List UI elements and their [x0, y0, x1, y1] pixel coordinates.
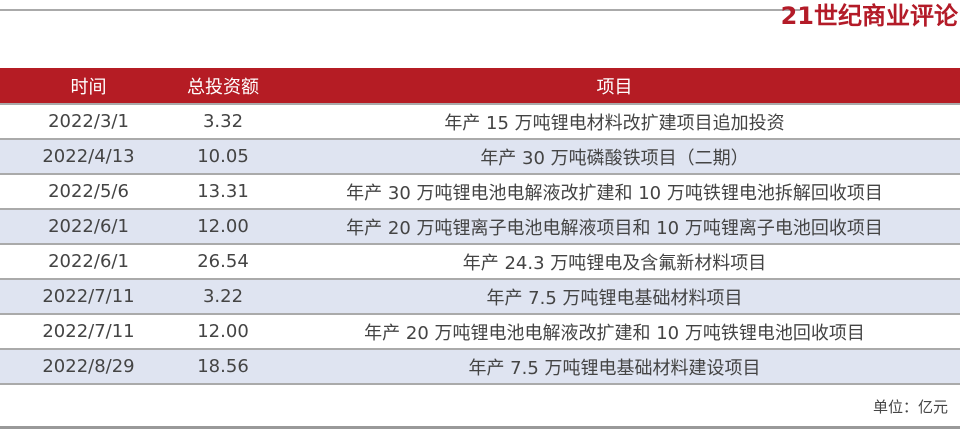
cell-time: 2022/6/1	[0, 243, 177, 279]
top-divider	[0, 9, 800, 11]
cell-project: 年产 7.5 万吨锂电基础材料建设项目	[269, 348, 960, 385]
cell-amount: 3.22	[177, 278, 269, 314]
table-row: 2022/4/13 10.05 年产 30 万吨磷酸铁项目（二期）	[0, 138, 960, 174]
cell-time: 2022/7/11	[0, 278, 177, 314]
cell-time: 2022/6/1	[0, 208, 177, 244]
header-time: 时间	[0, 68, 177, 104]
unit-note: 单位：亿元	[872, 398, 948, 416]
table-row: 2022/5/6 13.31 年产 30 万吨锂电池电解液改扩建和 10 万吨铁锂电…	[0, 173, 960, 209]
logo: 21世纪商业评论	[780, 2, 958, 30]
header-project: 项目	[269, 68, 960, 104]
cell-project: 年产 20 万吨锂离子电池电解液项目和 10 万吨锂离子电池回收项目	[269, 208, 960, 244]
cell-project: 年产 15 万吨锂电材料改扩建项目追加投资	[269, 103, 960, 139]
header-amount: 总投资额	[177, 68, 269, 104]
cell-project: 年产 20 万吨锂电池电解液改扩建和 10 万吨铁锂电池回收项目	[269, 313, 960, 349]
cell-amount: 3.32	[177, 103, 269, 139]
investment-table: 时间 总投资额 项目 2022/3/1 3.32 年产 15 万吨锂电材料改扩建项目…	[0, 68, 960, 385]
table-row: 2022/7/11 12.00 年产 20 万吨锂电池电解液改扩建和 10 万吨铁锂…	[0, 313, 960, 349]
table-row: 2022/3/1 3.32 年产 15 万吨锂电材料改扩建项目追加投资	[0, 103, 960, 139]
table-row: 2022/8/29 18.56 年产 7.5 万吨锂电基础材料建设项目	[0, 348, 960, 385]
cell-project: 年产 7.5 万吨锂电基础材料项目	[269, 278, 960, 314]
cell-project: 年产 30 万吨锂电池电解液改扩建和 10 万吨铁锂电池拆解回收项目	[269, 173, 960, 209]
cell-amount: 26.54	[177, 243, 269, 279]
table-header: 时间 总投资额 项目	[0, 68, 960, 104]
cell-amount: 13.31	[177, 173, 269, 209]
table-row: 2022/6/1 12.00 年产 20 万吨锂离子电池电解液项目和 10 万吨锂离…	[0, 208, 960, 244]
cell-project: 年产 30 万吨磷酸铁项目（二期）	[269, 138, 960, 174]
table-row: 2022/7/11 3.22 年产 7.5 万吨锂电基础材料项目	[0, 278, 960, 314]
bottom-divider	[0, 426, 960, 429]
cell-amount: 12.00	[177, 313, 269, 349]
cell-project: 年产 24.3 万吨锂电及含氟新材料项目	[269, 243, 960, 279]
cell-amount: 10.05	[177, 138, 269, 174]
cell-amount: 18.56	[177, 348, 269, 385]
cell-time: 2022/8/29	[0, 348, 177, 385]
cell-time: 2022/7/11	[0, 313, 177, 349]
cell-time: 2022/5/6	[0, 173, 177, 209]
cell-amount: 12.00	[177, 208, 269, 244]
cell-time: 2022/4/13	[0, 138, 177, 174]
table-row: 2022/6/1 26.54 年产 24.3 万吨锂电及含氟新材料项目	[0, 243, 960, 279]
cell-time: 2022/3/1	[0, 103, 177, 139]
